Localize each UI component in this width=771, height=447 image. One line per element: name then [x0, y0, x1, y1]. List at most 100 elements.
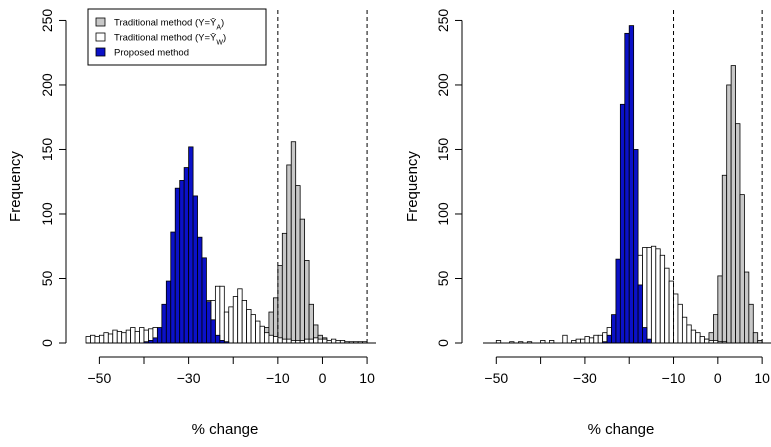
histogram-bar — [726, 84, 732, 344]
y-tick-label: 200 — [435, 73, 451, 97]
x-tick-label: −30 — [177, 370, 201, 386]
y-tick-label: 50 — [435, 270, 451, 286]
histogram-bar — [633, 149, 639, 344]
y-tick-label: 150 — [39, 138, 55, 162]
y-axis: 0 50 100 150 200 250 — [39, 9, 67, 347]
histogram-bar — [143, 329, 149, 344]
histogram-bar — [322, 338, 328, 344]
histogram-bar — [286, 338, 292, 344]
histogram-bar — [139, 327, 145, 344]
histogram-bar — [562, 334, 568, 344]
histogram-bar — [206, 301, 212, 344]
histogram-bar — [98, 334, 105, 344]
panel-left: 0 50 100 150 200 250 −50 −30 −10 0 10 % change Frequ… — [7, 8, 376, 438]
histogram-bar — [255, 320, 261, 344]
histogram-bar — [85, 336, 91, 344]
histogram-bar — [183, 167, 190, 344]
histogram-bar — [735, 123, 741, 344]
histogram-bar — [281, 338, 288, 344]
histogram-bar — [161, 303, 167, 344]
histogram-bar — [94, 336, 100, 344]
histogram-bar — [241, 300, 248, 344]
x-axis: −50 −30 −10 0 10 — [484, 356, 770, 386]
histogram-bar — [272, 336, 279, 344]
histogram-bar — [690, 329, 697, 344]
histogram-bar — [686, 324, 692, 344]
histogram-bar — [304, 338, 310, 344]
legend-label-suffix: ) — [221, 18, 224, 29]
histogram-bar — [655, 248, 661, 344]
series-1 — [85, 285, 368, 344]
histogram-bar — [134, 330, 140, 344]
histogram-bar — [268, 334, 274, 344]
series-2 — [602, 25, 652, 344]
y-tick-label: 200 — [39, 73, 55, 97]
histogram-bar — [752, 332, 759, 344]
legend-label-subscript: A — [216, 24, 221, 31]
histogram-bar — [739, 194, 745, 344]
x-tick-label: 10 — [359, 370, 375, 386]
histogram-bar — [308, 338, 314, 344]
x-tick-label: −10 — [266, 370, 290, 386]
x-tick-label: −50 — [484, 370, 508, 386]
histogram-bar — [259, 325, 265, 344]
histogram-bar — [210, 319, 216, 344]
histogram-bar — [721, 174, 728, 344]
histogram-bar — [704, 338, 710, 344]
histogram-bar — [611, 314, 617, 344]
histogram-bar — [250, 314, 256, 344]
histogram-bar — [165, 280, 172, 344]
histogram-bar — [313, 337, 319, 344]
histogram-bar — [156, 327, 163, 344]
histogram-bar — [277, 337, 283, 344]
histogram-bar — [575, 338, 581, 344]
histogram-bar — [588, 337, 595, 344]
histogram-bar — [717, 275, 723, 344]
legend-box — [87, 8, 267, 66]
histogram-bar — [584, 336, 590, 344]
y-tick-label: 50 — [39, 270, 55, 286]
legend: Traditional method (Y=ȲA)Traditional met… — [87, 8, 267, 66]
histogram-bar — [624, 32, 630, 344]
histogram-bar — [197, 236, 203, 344]
histogram-bar — [214, 285, 221, 344]
histogram-bar — [152, 337, 158, 344]
histogram-bar — [295, 185, 301, 344]
histogram-bar — [628, 25, 635, 344]
histogram-bar — [299, 218, 306, 344]
legend-entry-label: Proposed method — [114, 48, 189, 59]
legend-label-subscript: W — [216, 39, 223, 46]
legend-entry-label: Traditional method (Y=ȲW) — [114, 33, 226, 47]
histogram-bar — [246, 309, 252, 344]
histogram-bar — [304, 260, 310, 344]
y-tick-label: 0 — [39, 339, 55, 347]
legend-label-text: Proposed method — [114, 48, 189, 59]
x-tick-label: −10 — [662, 370, 686, 386]
legend-label-text: Traditional method (Y=Ȳ — [114, 18, 217, 29]
histogram-bar — [593, 334, 599, 344]
histogram-bar — [637, 284, 643, 344]
histogram-bar — [646, 338, 652, 344]
x-axis: −50 −30 −10 0 10 — [88, 356, 375, 386]
y-tick-label: 0 — [435, 339, 451, 347]
histogram-bar — [201, 257, 207, 344]
x-axis-title: % change — [588, 421, 655, 438]
histogram-bar — [615, 258, 621, 344]
histogram-bar — [681, 316, 688, 344]
histogram-bar — [317, 338, 323, 344]
legend-label-suffix: ) — [223, 33, 226, 44]
histogram-bar — [308, 303, 314, 344]
histogram-bar — [730, 65, 736, 344]
histogram-bar — [264, 332, 270, 344]
histogram-bar — [188, 146, 194, 344]
legend-entry-label: Traditional method (Y=ȲA) — [114, 18, 224, 32]
histogram-bar — [606, 334, 612, 344]
histogram-bar — [619, 103, 626, 344]
histogram-bar — [223, 311, 230, 344]
histogram-bar — [237, 288, 243, 344]
histogram-bar — [286, 164, 292, 344]
histogram-bar — [121, 332, 127, 344]
y-axis-title: Frequency — [404, 151, 421, 222]
histogram-bar — [650, 245, 657, 344]
